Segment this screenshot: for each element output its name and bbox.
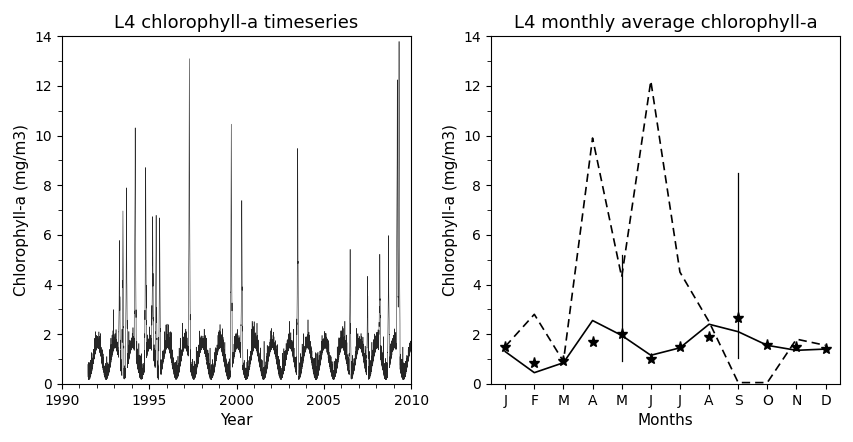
X-axis label: Months: Months: [636, 413, 693, 428]
X-axis label: Year: Year: [220, 413, 252, 428]
Y-axis label: Chlorophyll-a (mg/m3): Chlorophyll-a (mg/m3): [442, 124, 457, 296]
Y-axis label: Chlorophyll-a (mg/m3): Chlorophyll-a (mg/m3): [14, 124, 29, 296]
Title: L4 monthly average chlorophyll-a: L4 monthly average chlorophyll-a: [513, 14, 816, 32]
Title: L4 chlorophyll-a timeseries: L4 chlorophyll-a timeseries: [114, 14, 358, 32]
